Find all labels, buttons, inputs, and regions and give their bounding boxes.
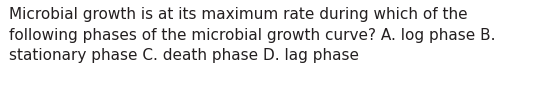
Text: Microbial growth is at its maximum rate during which of the
following phases of : Microbial growth is at its maximum rate … — [9, 7, 496, 63]
